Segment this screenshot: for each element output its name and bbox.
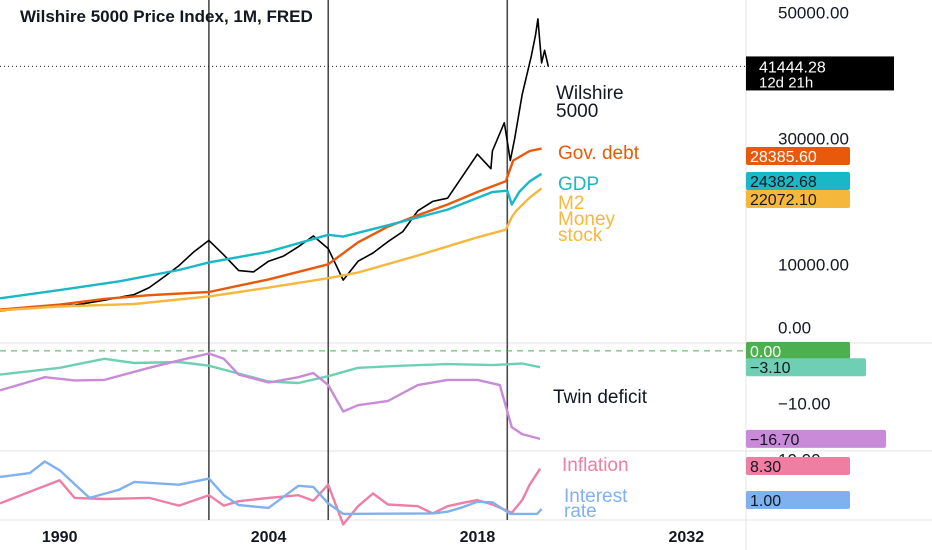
last-value-badge-m2-money-stock: 22072.10 <box>746 190 850 209</box>
last-price-value: 41444.28 <box>759 59 826 76</box>
series-line-gdp <box>0 172 543 300</box>
y-tick-label-0-3: 10000.00 <box>778 255 849 274</box>
last-price-badge-bg <box>746 56 894 91</box>
y-tick-label-0-1: 30000.00 <box>778 129 849 148</box>
last-value-badge-series-value: −16.70 <box>750 432 799 449</box>
pane-twin-deficit <box>0 350 746 441</box>
last-value-badge-interest-rate: 1.00 <box>746 491 850 510</box>
series-line-series <box>0 352 541 441</box>
y-tick-label-0-4: 0.00 <box>778 318 811 337</box>
last-value-badge-gdp: 24382.68 <box>746 172 850 191</box>
last-value-badge-series-value: −3.10 <box>750 360 791 377</box>
y-tick-label-0-0: 50000.00 <box>778 4 849 23</box>
vertical-markers <box>208 0 509 520</box>
last-value-badge-inflation: 8.30 <box>746 457 850 476</box>
last-value-badge-gdp-bg <box>746 172 850 190</box>
series-label-interest-rate-0: Interest <box>564 486 628 507</box>
last-value-badge-interest-rate-value: 1.00 <box>750 493 781 510</box>
series-label-gov-debt-0: Gov. debt <box>558 143 640 164</box>
series-label-m2-money-stock-1: Money <box>558 209 616 230</box>
series-label-m2-money-stock-0: M2 <box>558 193 584 214</box>
last-value-badge-gov-debt-value: 28385.60 <box>750 149 817 166</box>
series-line-wilshire-5000 <box>0 18 550 312</box>
chart-title: Wilshire 5000 Price Index, 1M, FRED <box>20 7 313 26</box>
series-line-gov-debt <box>0 147 542 311</box>
series-line-m2-money-stock <box>0 187 543 312</box>
pane-price <box>0 18 746 312</box>
pane-inflation-rate <box>0 460 543 526</box>
last-value-badge-inflation-value: 8.30 <box>750 459 781 476</box>
series-label-gdp-0: GDP <box>558 174 599 195</box>
series-label-wilshire-5000-0: Wilshire <box>556 83 624 104</box>
series-label-inflation-0: Inflation <box>562 455 629 476</box>
time-axis[interactable]: 1990 2004 2018 2032 <box>42 529 704 546</box>
last-value-badge-gov-debt: 28385.60 <box>746 147 850 166</box>
last-value-badge-series-bg <box>746 358 866 377</box>
series-layer <box>0 18 746 526</box>
x-tick-label-2004: 2004 <box>251 529 287 546</box>
last-value-badge-gov-debt-bg <box>746 147 850 165</box>
x-tick-label-1990: 1990 <box>42 529 78 546</box>
last-value-badge-inflation-bg <box>746 457 850 475</box>
zero-line-badge-value: 0.00 <box>750 344 781 361</box>
series-label-interest-rate-1: rate <box>564 501 597 522</box>
series-line-series <box>0 357 541 385</box>
last-value-badge-m2-money-stock-value: 22072.10 <box>750 192 817 209</box>
x-tick-label-2032: 2032 <box>669 529 705 546</box>
last-price-countdown: 12d 21h <box>759 74 813 91</box>
last-value-badge-m2-money-stock-bg <box>746 190 850 208</box>
price-axis[interactable]: 50000.0030000.0020000.0010000.000.004144… <box>746 4 894 510</box>
last-value-badge-series: −3.10 <box>746 358 866 377</box>
zero-line-badge: 0.00 <box>746 341 850 361</box>
last-value-badge-gdp-value: 24382.68 <box>750 174 817 191</box>
series-line-interest-rate <box>0 460 543 516</box>
y-tick-label-1-0: −10.00 <box>778 395 830 414</box>
series-label-wilshire-5000-1: 5000 <box>556 101 598 122</box>
last-value-badge-series-bg <box>746 429 886 448</box>
last-value-badge-interest-rate-bg <box>746 491 850 509</box>
last-value-badge-series: −16.70 <box>746 429 886 449</box>
pane-label-twin-deficit: Twin deficit <box>553 387 648 408</box>
series-label-m2-money-stock-2: stock <box>558 225 603 246</box>
x-tick-label-2018: 2018 <box>460 529 496 546</box>
zero-line-badge-bg <box>746 341 850 360</box>
series-line-inflation <box>0 468 542 526</box>
